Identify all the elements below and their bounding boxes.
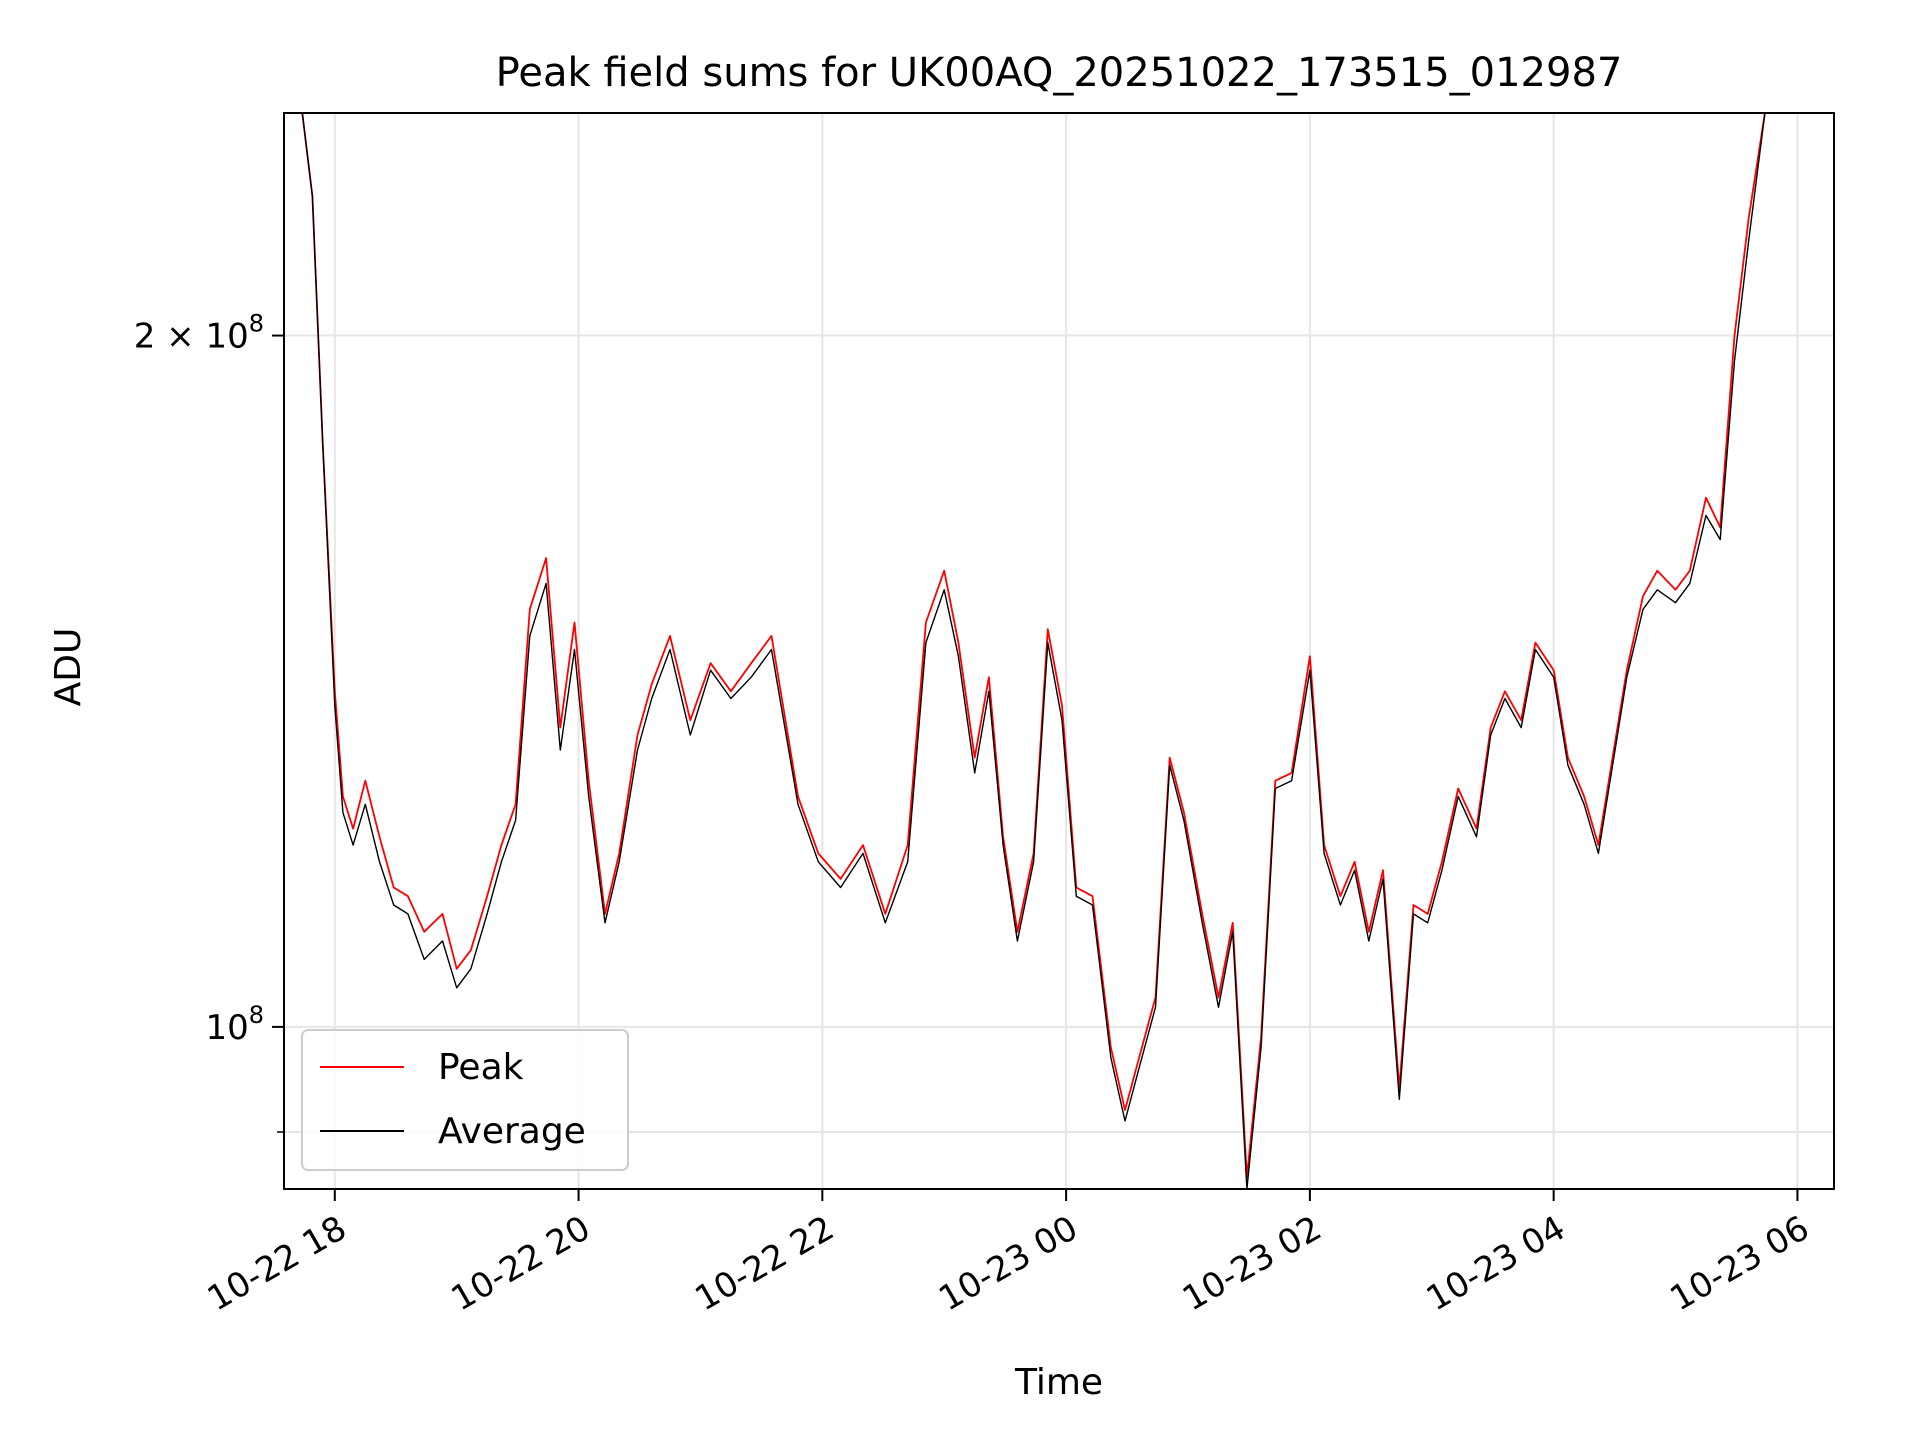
x-axis-label: Time [1014,1362,1103,1403]
legend-label-average: Average [438,1111,586,1152]
y-tick-label-base: 10 [205,1008,248,1048]
y-axis-label: ADU [48,628,89,707]
chart-title: Peak field sums for UK00AQ_20251022_1735… [496,50,1623,96]
series-lines [284,113,1834,1189]
series-line-peak [284,113,1834,1179]
y-tick-label: 2 × 108 [134,310,264,357]
plot-frame [283,112,1835,1190]
legend-box [301,1029,629,1171]
legend: Peak Average [301,1029,629,1171]
grid-lines [284,113,1834,1189]
y-tick-label-exponent: 8 [249,310,264,338]
series-line-average [284,113,1834,1189]
y-tick-label-base: 2 × 10 [134,317,249,357]
y-tick-label: 108 [205,1001,264,1048]
y-tick-label-exponent: 8 [249,1001,264,1029]
legend-label-peak: Peak [438,1047,524,1088]
